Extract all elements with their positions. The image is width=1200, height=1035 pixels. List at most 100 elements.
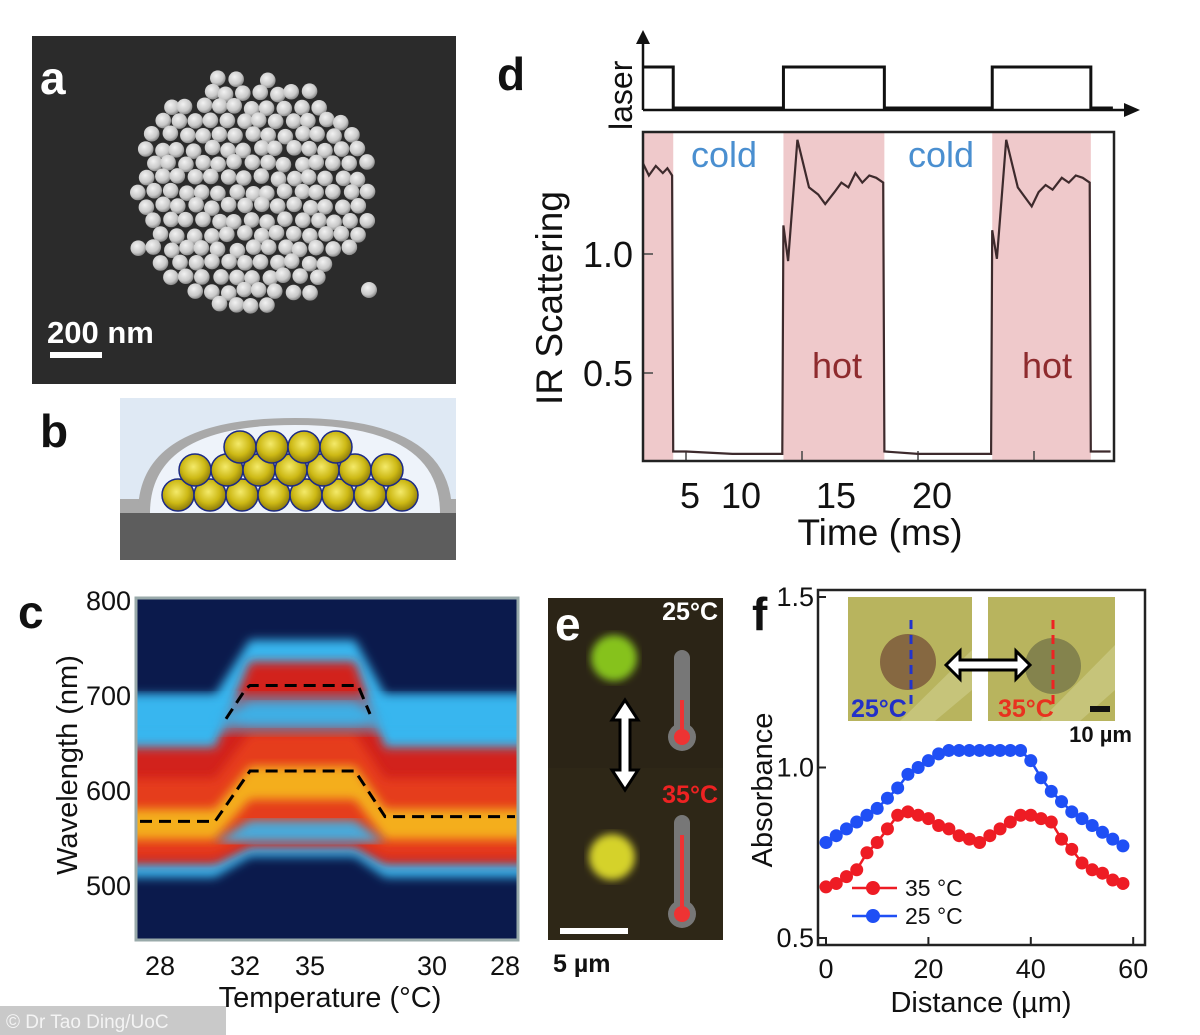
nanoparticle xyxy=(220,196,237,213)
nanoparticle xyxy=(152,226,169,242)
data-point xyxy=(1034,812,1048,826)
nanoparticle xyxy=(252,254,269,270)
panel-label-f: f xyxy=(752,588,768,640)
nanoparticle xyxy=(138,169,155,186)
nanoparticle xyxy=(242,298,259,314)
nanoparticle xyxy=(344,127,360,143)
nanoparticle xyxy=(335,199,351,216)
nanoparticle xyxy=(178,156,194,173)
nanoparticle xyxy=(146,182,163,199)
nanoparticle xyxy=(302,285,318,301)
nanoparticle xyxy=(317,170,333,187)
nanoparticle xyxy=(204,228,220,244)
nanoparticle xyxy=(226,98,243,114)
nanoparticle xyxy=(333,141,350,157)
nanoparticle xyxy=(164,99,180,116)
nanoparticle xyxy=(276,100,293,117)
y-tick-label: 800 xyxy=(86,586,131,616)
gold-nanoparticle xyxy=(319,430,353,464)
nanoparticle xyxy=(227,127,243,144)
nanoparticle xyxy=(226,153,242,170)
panel-b-schematic: b xyxy=(40,398,456,560)
scale-bar-label: 200 nm xyxy=(47,315,154,350)
y-tick-label: 0.5 xyxy=(776,923,814,953)
nanoparticle xyxy=(177,211,194,228)
nanoparticle xyxy=(202,168,219,185)
nanoparticle xyxy=(143,125,160,142)
data-point xyxy=(1075,812,1089,826)
nanoparticle xyxy=(349,140,366,157)
nanoparticle xyxy=(319,111,335,128)
heatmap-band-low xyxy=(136,820,518,843)
data-point xyxy=(973,743,987,757)
panel-e-micrograph: e 25°C 35°C 5 µm xyxy=(548,598,723,978)
nanoparticle xyxy=(155,168,171,184)
nanoparticle xyxy=(244,270,260,286)
hot-label: hot xyxy=(812,345,862,386)
x-tick-label: 60 xyxy=(1118,954,1148,984)
nanoparticle xyxy=(245,239,262,255)
nanoparticle xyxy=(252,84,269,101)
nanoparticle xyxy=(285,284,302,301)
nanoparticle xyxy=(286,140,303,156)
nanoparticle xyxy=(278,239,294,255)
nanoparticle xyxy=(259,297,275,313)
data-point xyxy=(829,829,843,843)
data-point xyxy=(952,829,966,843)
nanoparticle xyxy=(250,112,267,128)
data-point xyxy=(973,836,987,850)
nanoparticle xyxy=(260,239,277,255)
data-point xyxy=(911,761,925,774)
nanoparticle xyxy=(229,242,246,259)
hot-region xyxy=(643,133,674,460)
arrow-right-icon xyxy=(1124,103,1140,117)
data-point xyxy=(1055,832,1069,846)
data-point xyxy=(819,836,833,850)
nanoparticle xyxy=(275,156,292,173)
credit-text: © Dr Tao Ding/UoC xyxy=(6,1012,169,1033)
nanoparticle xyxy=(195,128,211,144)
nanoparticle xyxy=(291,241,308,258)
upper-peak-dashed-line xyxy=(224,684,372,720)
inset-label-25: 25°C xyxy=(851,695,907,723)
nanoparticle xyxy=(294,183,311,200)
data-point xyxy=(962,743,976,757)
nanoparticle xyxy=(283,253,300,269)
x-axis-title: Temperature (°C) xyxy=(219,982,442,1014)
nanoparticle xyxy=(359,183,376,200)
nanoparticle xyxy=(287,170,303,187)
nanoparticle xyxy=(270,254,286,271)
data-point xyxy=(880,822,894,836)
nanoparticle xyxy=(228,71,244,88)
thermometer-icon xyxy=(668,650,696,751)
nanoparticle xyxy=(210,70,226,86)
data-point xyxy=(1095,825,1109,839)
x-tick-label: 20 xyxy=(913,954,943,984)
nanoparticle xyxy=(204,253,220,270)
gold-nanoparticle xyxy=(287,430,321,464)
nanoparticle xyxy=(243,212,260,228)
nanoparticle xyxy=(260,154,276,171)
nanoparticle xyxy=(311,100,327,116)
arrow-up-icon xyxy=(636,30,650,44)
nanoparticle xyxy=(213,269,229,285)
nanoparticle xyxy=(155,112,172,129)
nanoparticle xyxy=(187,168,204,185)
nanoparticle xyxy=(326,128,342,144)
panel-label-a: a xyxy=(40,52,66,104)
nanoparticle xyxy=(171,113,188,129)
gold-nanoparticle xyxy=(178,453,212,487)
nanoparticle xyxy=(350,227,366,243)
nanoparticle xyxy=(301,255,318,272)
nanoparticle xyxy=(341,155,358,172)
nanoparticle xyxy=(235,85,251,101)
data-point xyxy=(891,808,905,822)
nanoparticle xyxy=(168,228,185,244)
data-point xyxy=(1034,771,1048,785)
nanoparticle xyxy=(168,142,185,158)
y-tick-label: 1.5 xyxy=(776,582,814,612)
panel-d-chart: d laser 1.0 0.5 5 10 15 20 Time (ms) IR … xyxy=(497,30,1140,553)
nanoparticle xyxy=(212,213,228,230)
panel-label-b: b xyxy=(40,405,68,457)
x-tick-label: 20 xyxy=(912,475,952,516)
